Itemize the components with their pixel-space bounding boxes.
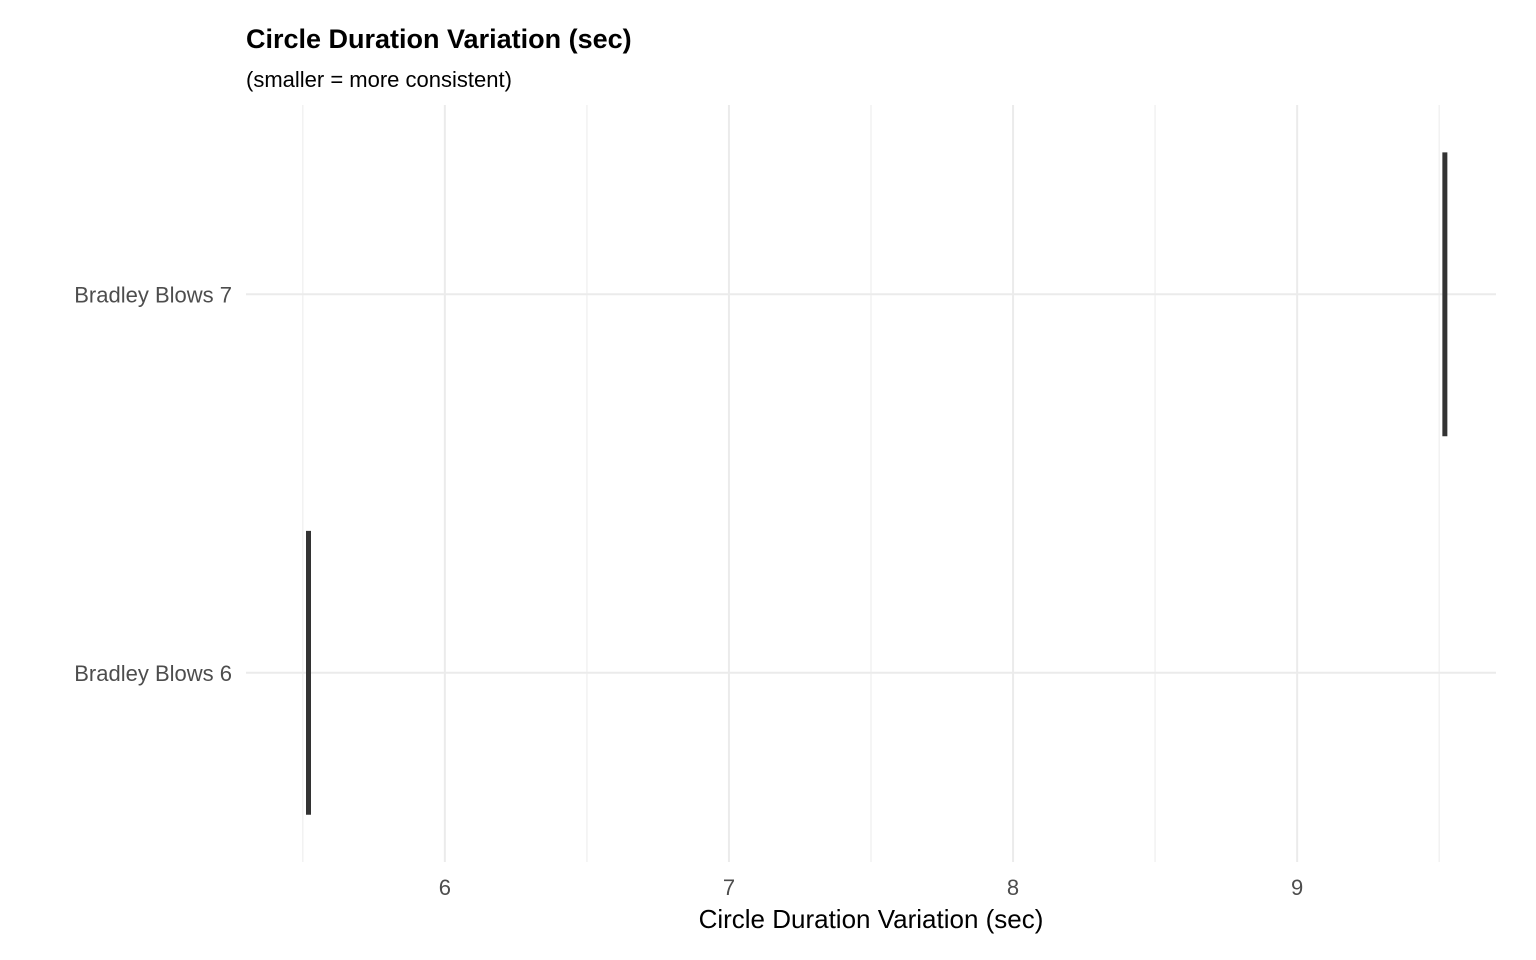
x-tick-label: 8 <box>1007 875 1019 900</box>
x-tick-label: 7 <box>723 875 735 900</box>
y-tick-label: Bradley Blows 7 <box>74 282 232 307</box>
y-tick-label: Bradley Blows 6 <box>74 661 232 686</box>
x-axis-title: Circle Duration Variation (sec) <box>699 904 1044 934</box>
chart-title: Circle Duration Variation (sec) <box>246 24 632 54</box>
plot-grid <box>246 105 1496 862</box>
chart-subtitle: (smaller = more consistent) <box>246 67 512 92</box>
x-tick-label: 6 <box>439 875 451 900</box>
plot-marks <box>306 152 1448 815</box>
x-tick-label: 9 <box>1291 875 1303 900</box>
y-axis-tick-labels: Bradley Blows 6 Bradley Blows 7 <box>74 282 232 686</box>
x-axis-tick-labels: 6 7 8 9 <box>439 875 1304 900</box>
